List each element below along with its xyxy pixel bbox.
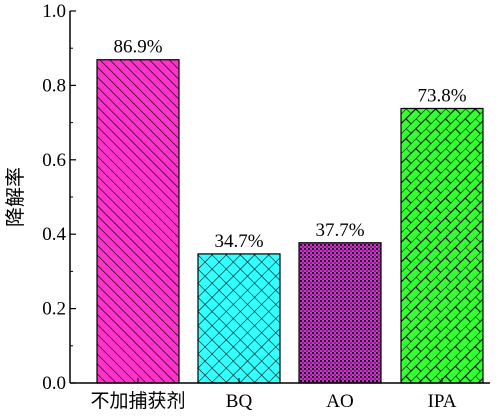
y-tick-label-1: 0.2 (42, 299, 66, 320)
y-tick-label-5: 1.0 (42, 1, 66, 22)
data-label-0: 86.9% (113, 37, 162, 58)
y-tick-label-4: 0.8 (42, 75, 66, 96)
data-label-1: 34.7% (214, 231, 263, 252)
bar-2 (298, 242, 382, 384)
bar-0 (96, 59, 180, 384)
bar-1 (197, 253, 281, 384)
data-label-2: 37.7% (315, 220, 364, 241)
x-tick-label-3: IPA (428, 391, 457, 412)
y-axis-title: 降解率 (3, 167, 27, 227)
y-tick-label-0: 0.0 (42, 373, 66, 394)
bar-3 (400, 107, 484, 384)
x-tick-label-0: 不加捕获剂 (90, 390, 185, 412)
y-tick-label-2: 0.4 (42, 224, 66, 245)
data-label-3: 73.8% (417, 85, 466, 106)
y-tick-label-3: 0.6 (42, 150, 66, 171)
x-tick-label-2: AO (326, 391, 353, 412)
x-tick-label-1: BQ (226, 391, 253, 412)
